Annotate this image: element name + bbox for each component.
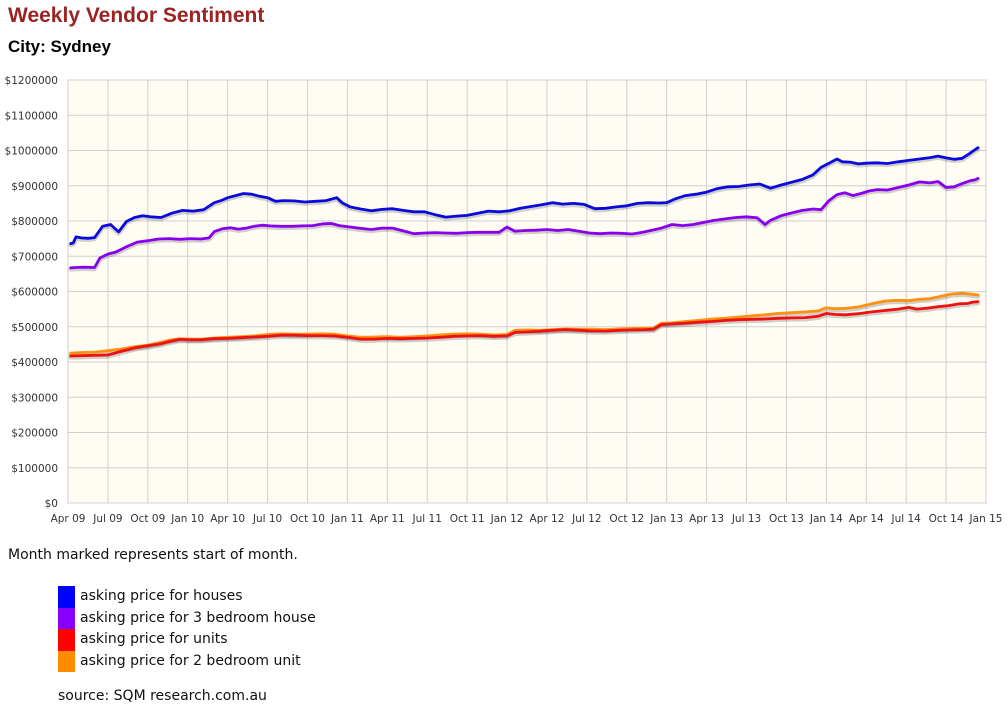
x-tick-label: Apr 09 <box>51 513 86 525</box>
y-tick-label: $900000 <box>11 181 58 193</box>
x-tick-label: Apr 12 <box>530 513 565 525</box>
x-tick-label: Oct 14 <box>929 513 964 525</box>
chart-note: Month marked represents start of month. <box>8 547 298 563</box>
x-tick-label: Apr 11 <box>370 513 405 525</box>
x-tick-label: Jan 12 <box>490 513 524 525</box>
x-axis-labels: Apr 09 Jul 09 Oct 09 Jan 10 Apr 10 Jul 10 Oct … <box>51 513 1003 525</box>
chart-subtitle: City: Sydney <box>8 37 111 56</box>
line-chart: $0 $100000 $200000 $300000 $400000 $500000 $60… <box>5 75 1003 525</box>
x-tick-label: Jul 11 <box>412 513 442 525</box>
x-tick-label: Apr 14 <box>849 513 884 525</box>
grid <box>67 79 987 504</box>
legend-label-units: asking price for units <box>80 631 228 647</box>
y-tick-label: $800000 <box>11 216 58 228</box>
x-tick-label: Oct 10 <box>290 513 325 525</box>
x-tick-label: Jan 10 <box>170 513 204 525</box>
y-tick-label: $300000 <box>11 392 58 404</box>
y-tick-label: $400000 <box>11 357 58 369</box>
x-tick-label: Oct 13 <box>769 513 804 525</box>
series-line-1 <box>69 176 980 270</box>
y-tick-label: $500000 <box>11 322 58 334</box>
series-line-0 <box>69 146 980 245</box>
x-tick-label: Oct 09 <box>130 513 165 525</box>
x-tick-label: Apr 13 <box>689 513 724 525</box>
legend-swatch-2-bedroom-unit <box>58 650 75 672</box>
x-tick-label: Oct 11 <box>450 513 485 525</box>
series-shadow <box>68 300 981 360</box>
x-tick-label: Jul 12 <box>571 513 601 525</box>
source-note: source: SQM research.com.au <box>58 688 267 704</box>
series-line-2 <box>69 300 980 358</box>
x-tick-label: Oct 12 <box>609 513 644 525</box>
y-tick-label: $0 <box>45 498 58 510</box>
y-tick-label: $1200000 <box>5 75 58 87</box>
legend-swatch-3-bedroom-house <box>58 607 75 629</box>
x-tick-label: Jan 14 <box>809 513 843 525</box>
x-tick-label: Jul 10 <box>252 513 282 525</box>
x-tick-label: Jul 14 <box>890 513 921 525</box>
legend-label-3-bedroom-house: asking price for 3 bedroom house <box>80 609 316 626</box>
legend-label-2-bedroom-unit: asking price for 2 bedroom unit <box>80 652 301 669</box>
legend-swatch-units <box>58 629 75 651</box>
y-tick-label: $700000 <box>11 251 58 263</box>
chart-title: Weekly Vendor Sentiment <box>8 4 265 27</box>
legend-swatch-houses <box>58 586 75 608</box>
y-tick-label: $1100000 <box>5 110 58 122</box>
x-tick-label: Jan 11 <box>330 513 364 525</box>
y-tick-label: $1000000 <box>5 146 58 158</box>
x-tick-label: Jul 09 <box>92 513 122 525</box>
y-axis-labels: $0 $100000 $200000 $300000 $400000 $500000 $60… <box>5 75 58 510</box>
x-tick-label: Apr 10 <box>210 513 245 525</box>
legend-label-houses: asking price for houses <box>80 588 243 604</box>
x-tick-label: Jan 13 <box>649 513 683 525</box>
x-tick-label: Jul 13 <box>731 513 761 525</box>
series-lines <box>68 146 981 360</box>
y-tick-label: $100000 <box>11 463 58 475</box>
y-tick-label: $600000 <box>11 287 58 299</box>
x-tick-label: Jan 15 <box>969 513 1003 525</box>
y-tick-label: $200000 <box>11 428 58 440</box>
